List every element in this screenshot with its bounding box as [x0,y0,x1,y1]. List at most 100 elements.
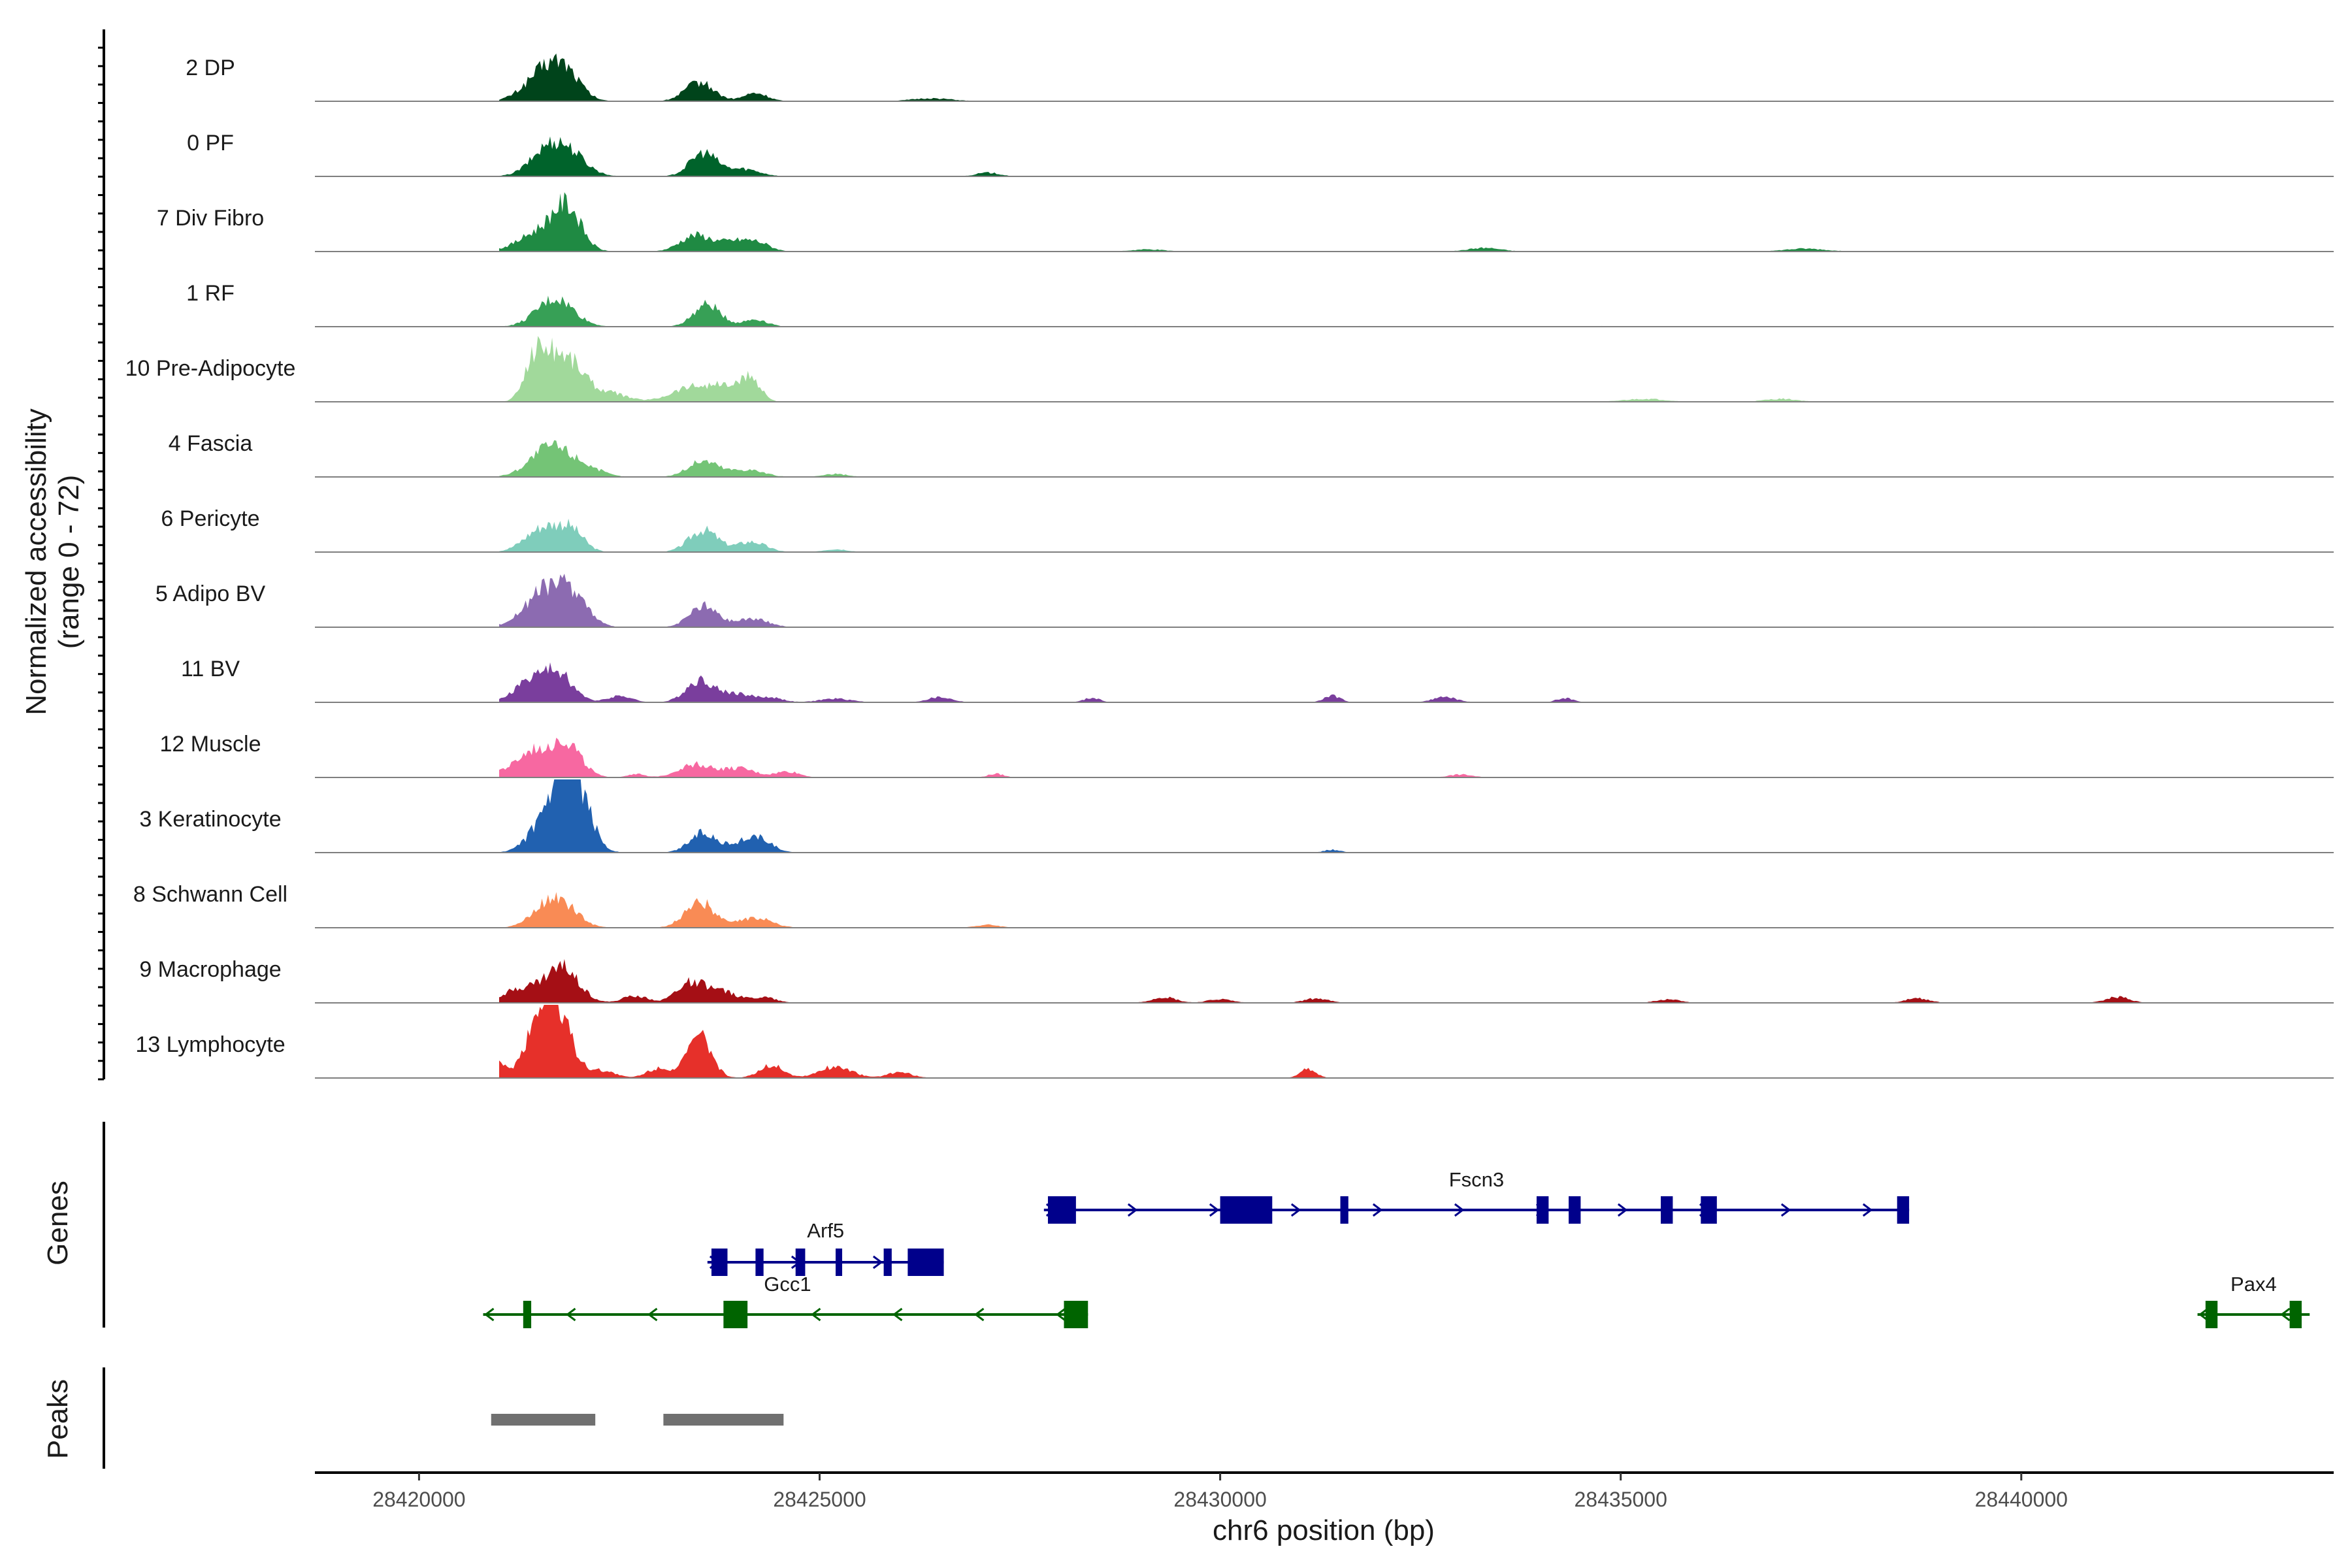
coverage-track: 0 PF [187,131,2334,177]
track-label: 2 DP [186,56,235,80]
strand-arrow [872,1255,883,1269]
gene-exon [1661,1196,1673,1224]
coverage-track: 7 Div Fibro [157,192,2334,252]
coverage-area [499,892,2334,928]
genes-panel: Fscn3 Arf5 Gcc1 Pax4 [483,1168,2310,1328]
x-tick-label: 28440000 [1975,1488,2068,1511]
coverage-area [499,336,2334,402]
peak-region [663,1414,784,1426]
gene-label: Fscn3 [1449,1168,1504,1191]
coverage-track: 3 Keratinocyte [139,779,2334,853]
track-label: 4 Fascia [169,431,253,456]
gene-exon [795,1249,806,1276]
coverage-track: 4 Fascia [169,431,2334,478]
x-axis-ticks: 28420000 28425000 28430000 28435000 28440000 [372,1473,2068,1511]
strand-arrow [1372,1203,1383,1217]
track-label: 9 Macrophage [139,957,281,982]
strand-arrow [2198,1307,2209,1322]
coverage-area [499,440,2334,477]
gene-exon [1220,1196,1273,1224]
track-label: 6 Pericyte [161,506,259,531]
track-label: 12 Muscle [160,732,261,757]
gene-label: Arf5 [807,1219,844,1242]
x-tick-label: 28435000 [1575,1488,1667,1511]
gene-exon [523,1301,532,1328]
coverage-area [499,738,2334,777]
track-label: 3 Keratinocyte [139,807,281,832]
track-label: 13 Lymphocyte [135,1032,285,1057]
strand-arrow [811,1307,821,1322]
strand-arrow [566,1307,576,1322]
gene-arf5: Arf5 [707,1219,944,1276]
coverage-track: 10 Pre-Adipocyte [125,336,2334,402]
peaks-panel [491,1414,784,1426]
coverage-track: 8 Schwann Cell [133,882,2334,928]
track-label: 0 PF [187,131,234,155]
gene-exon [1897,1196,1910,1224]
coverage-area [499,574,2334,627]
gene-exon [711,1249,728,1276]
coverage-area [499,518,2334,552]
x-axis-title: chr6 position (bp) [1213,1514,1435,1546]
y-axis-title: Normalized accessibility [20,408,52,715]
gene-exon [2289,1301,2302,1328]
coverage-area [499,136,2334,176]
track-label: 11 BV [181,657,240,681]
strand-arrow [1290,1203,1301,1217]
strand-arrow [484,1307,495,1322]
y-axis-range: (range 0 - 72) [53,475,85,649]
strand-arrow [2280,1307,2291,1322]
gene-exon [2205,1301,2218,1328]
strand-arrow [1780,1203,1791,1217]
track-label: 7 Div Fibro [157,206,264,231]
x-tick-label: 28425000 [773,1488,866,1511]
gene-exon [1047,1196,1076,1224]
coverage-area [499,295,2334,327]
gene-label: Pax4 [2230,1273,2277,1296]
gene-exon [907,1249,944,1276]
gene-exon [836,1249,843,1276]
gene-fscn3: Fscn3 [1043,1168,1910,1224]
gene-pax4: Pax4 [2197,1273,2310,1328]
track-label: 5 Adipo BV [155,581,266,606]
strand-arrow [974,1307,985,1322]
strand-arrow [1209,1203,1220,1217]
gene-exon [883,1249,892,1276]
gene-exon [755,1249,764,1276]
coverage-area [499,53,2334,101]
coverage-y-axis [98,29,105,1081]
peak-region [491,1414,596,1426]
coverage-area [499,662,2334,702]
strand-arrow [1862,1203,1873,1217]
coverage-track: 12 Muscle [160,732,2334,778]
coverage-track: 5 Adipo BV [155,574,2334,628]
coverage-track: 1 RF [186,281,2334,327]
track-label: 1 RF [186,281,235,306]
coverage-track: 13 Lymphocyte [135,1005,2334,1079]
gene-exon [723,1301,748,1328]
strand-arrow [1127,1203,1138,1217]
x-tick-label: 28430000 [1173,1488,1266,1511]
track-label: 10 Pre-Adipocyte [125,356,296,381]
gene-exon [1536,1196,1549,1224]
peaks-panel-label: Peaks [42,1379,74,1459]
strand-arrow [647,1307,658,1322]
strand-arrow [1617,1203,1628,1217]
x-tick-label: 28420000 [372,1488,465,1511]
coverage-panel: 2 DP 0 PF 7 Div Fibro 1 RF 10 Pre-Adipocyte 4… [125,53,2334,1079]
gene-exon [1340,1196,1348,1224]
coverage-track: 9 Macrophage [139,957,2334,1004]
coverage-track: 2 DP [186,53,2334,102]
gene-exon [1064,1301,1088,1328]
genes-panel-label: Genes [42,1181,74,1266]
coverage-track: 6 Pericyte [161,506,2334,553]
strand-arrow [1454,1203,1465,1217]
coverage-area [499,958,2334,1003]
gene-label: Gcc1 [764,1273,811,1296]
strand-arrow [892,1307,903,1322]
coverage-area [499,1005,2334,1078]
gene-exon [1568,1196,1581,1224]
gene-exon [1701,1196,1717,1224]
